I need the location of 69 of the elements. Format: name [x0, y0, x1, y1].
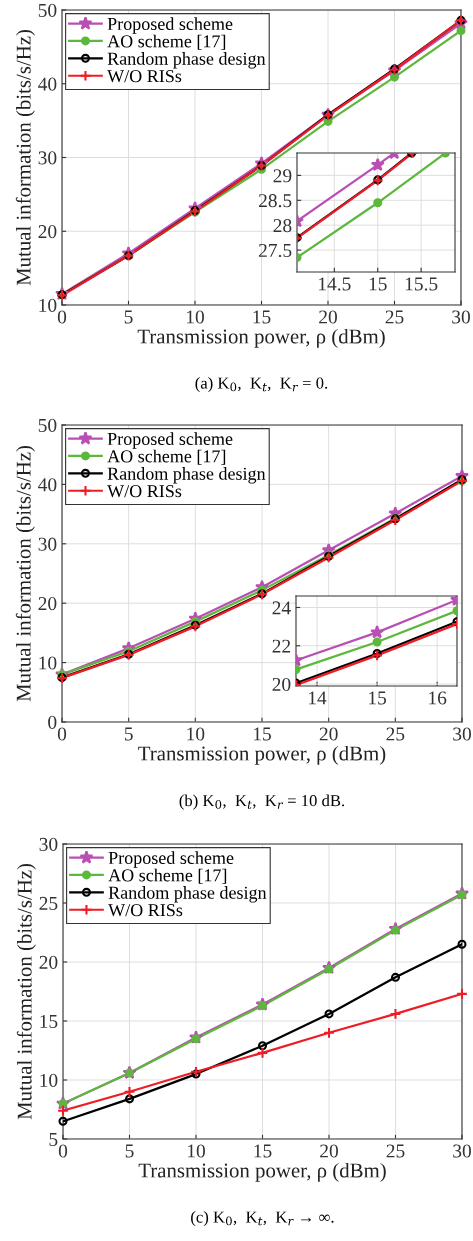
x-tick-label: 14.5 — [319, 277, 351, 291]
legend-label: Proposed scheme — [107, 17, 233, 34]
x-tick-label: 25 — [386, 1144, 405, 1158]
y-tick-label: 29 — [273, 169, 292, 183]
x-tick-label: 30 — [453, 727, 471, 741]
y-tick-label: 15 — [40, 1014, 58, 1028]
x-tick-label: 10 — [186, 310, 204, 324]
y-tick-label: 0 — [48, 715, 57, 729]
legend-label: Random phase design — [108, 886, 267, 903]
legend-label: W/O RISs — [107, 485, 182, 498]
x-tick-label: 25 — [385, 310, 404, 324]
x-tick-label: 20 — [320, 1144, 338, 1158]
y-tick-label: 30 — [38, 151, 57, 165]
legend-label: Random phase design — [107, 467, 266, 484]
x-tick-label: 30 — [453, 1144, 471, 1158]
text: (b) K$_{0}$, K$_{t}$, K$_{r}$ = 10 dB. — [179, 794, 345, 810]
y-tick-label: 25 — [39, 896, 58, 910]
y-tick-label: 20 — [38, 225, 57, 239]
x-tick-label: 20 — [319, 310, 337, 324]
x-tick-label: 5 — [125, 1144, 134, 1158]
x-tick-label: 0 — [57, 310, 67, 324]
y-tick-label: 24 — [272, 601, 291, 615]
y-tick-label: 40 — [38, 478, 57, 492]
y-tick-label: 20 — [272, 677, 291, 692]
y-tick-label: 50 — [38, 418, 57, 432]
x-axis-title: Transmission power, ρ (dBm) — [137, 328, 385, 348]
legend-label: AO scheme [17] — [107, 449, 226, 465]
x-axis-title: Transmission power, ρ (dBm) — [138, 745, 386, 765]
legend-label: Proposed scheme — [108, 851, 234, 868]
legend-label: AO scheme [17] — [107, 34, 226, 50]
y-tick-label: 5 — [49, 1133, 58, 1146]
y-tick-label: 27.5 — [258, 243, 292, 258]
y-axis-title: Mutual information (bits/s/Hz) — [15, 29, 35, 286]
x-tick-label: 15 — [369, 691, 387, 705]
x-tick-label: 15 — [369, 277, 387, 291]
x-tick-label: 10 — [187, 1144, 205, 1158]
x-tick-label: 30 — [452, 310, 470, 324]
y-tick-label: 20 — [39, 955, 58, 969]
x-tick-label: 0 — [57, 727, 67, 741]
y-tick-label: 28 — [273, 219, 292, 233]
legend-label: AO scheme [17] — [108, 868, 227, 884]
y-axis-title: Mutual information (bits/s/Hz) — [15, 445, 35, 702]
y-tick-label: 10 — [39, 298, 57, 312]
x-axis-title: Transmission power, ρ (dBm) — [138, 1162, 386, 1182]
x-tick-label: 0 — [58, 1144, 68, 1158]
x-tick-label: 5 — [124, 727, 133, 741]
x-tick-label: 14 — [309, 691, 327, 705]
x-tick-label: 16 — [429, 691, 447, 705]
legend-label: Proposed scheme — [107, 432, 233, 449]
legend-label: Random phase design — [107, 52, 266, 69]
y-tick-label: 10 — [40, 1073, 58, 1087]
x-tick-label: 15.5 — [405, 277, 438, 291]
legend-label: W/O RISs — [108, 904, 183, 917]
text: (a) K$_{0}$, K$_{t}$, K$_{r}$ = 0. — [195, 376, 328, 393]
y-tick-label: 20 — [38, 597, 57, 611]
y-tick-label: 50 — [38, 3, 57, 17]
y-axis-title: Mutual information (bits/s/Hz) — [16, 863, 36, 1120]
y-tick-label: 28.5 — [258, 194, 292, 208]
legend-label: W/O RISs — [107, 70, 182, 83]
x-tick-label: 5 — [124, 310, 133, 324]
y-tick-label: 30 — [38, 537, 57, 551]
y-tick-label: 30 — [39, 837, 58, 851]
y-tick-label: 22 — [272, 639, 291, 653]
x-tick-label: 25 — [386, 727, 405, 741]
x-tick-label: 10 — [187, 727, 205, 741]
text: (c) K$_{0}$, K$_{t}$, K$_{r}$ → ∞. — [191, 1210, 334, 1227]
y-tick-label: 10 — [39, 656, 57, 670]
x-tick-label: 20 — [319, 727, 338, 741]
y-tick-label: 40 — [38, 77, 57, 91]
